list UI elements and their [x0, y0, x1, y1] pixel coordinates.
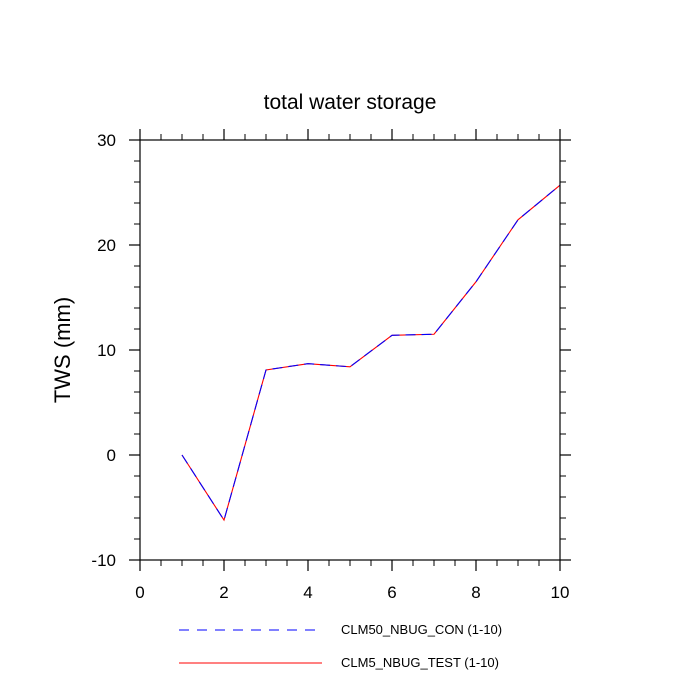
x-tick-label: 10: [551, 583, 570, 602]
series-line-0: [181, 184, 561, 522]
legend-label-test: CLM5_NBUG_TEST (1-10): [341, 655, 499, 670]
x-tick-label: 8: [471, 583, 480, 602]
y-axis-label: TWS (mm): [50, 297, 75, 403]
y-tick-label: 10: [97, 341, 116, 360]
y-tick-label: 0: [107, 446, 116, 465]
x-tick-label: 6: [387, 583, 396, 602]
legend-label-con: CLM50_NBUG_CON (1-10): [341, 622, 502, 637]
axis-ticks: [129, 129, 571, 571]
legend: CLM50_NBUG_CON (1-10) CLM5_NBUG_TEST (1-…: [179, 622, 502, 670]
y-tick-label: 20: [97, 236, 116, 255]
x-tick-label: 0: [135, 583, 144, 602]
chart-title: total water storage: [264, 91, 437, 114]
x-tick-label: 4: [303, 583, 312, 602]
y-tick-label: 30: [97, 131, 116, 150]
plot-frame: [139, 139, 561, 561]
x-tick-label: 2: [219, 583, 228, 602]
series-lines: [181, 184, 561, 522]
y-tick-label: -10: [91, 551, 116, 570]
series-line-1: [181, 184, 561, 522]
tick-labels: 0 2 4 6 8 10 -10 0 10 20 30: [91, 131, 569, 602]
